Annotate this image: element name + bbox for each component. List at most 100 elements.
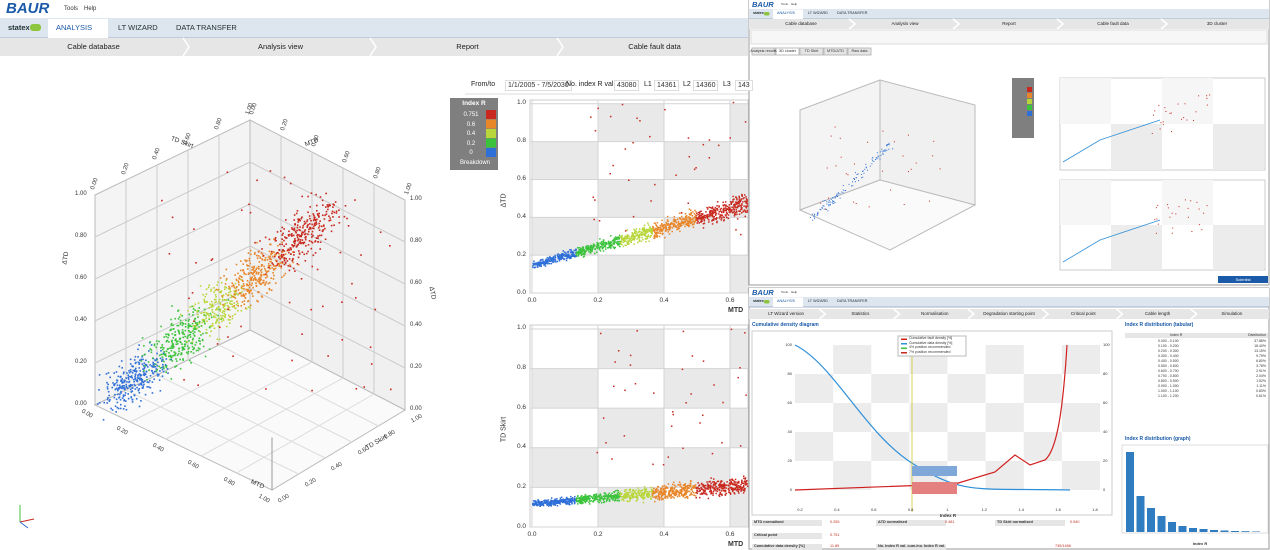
cloud-point <box>203 320 205 323</box>
cloud-point <box>535 500 537 503</box>
outlier-point <box>240 209 243 211</box>
tab[interactable]: DATA TRANSFER <box>837 299 868 303</box>
cloud-point <box>283 259 286 262</box>
step[interactable]: Critical point <box>1070 310 1096 316</box>
cloud-point <box>281 276 283 278</box>
subtab-label[interactable]: TD Skirt <box>804 48 819 53</box>
cloud-point <box>711 223 714 225</box>
cloud-point <box>243 271 245 274</box>
tab[interactable]: statex <box>753 11 764 15</box>
graph-frame <box>1121 444 1269 534</box>
step[interactable]: Cable database <box>785 20 817 26</box>
cloud-point <box>182 336 184 339</box>
step[interactable]: Statistics <box>851 310 870 316</box>
tab[interactable]: DATA TRANSFER <box>176 23 237 32</box>
cloud-point <box>735 484 737 487</box>
menu-item[interactable]: Tools <box>781 2 789 6</box>
tab[interactable]: LT WIZARD <box>808 299 828 303</box>
step[interactable]: Report <box>1002 20 1016 26</box>
cloud-point <box>532 503 535 505</box>
cloud-point <box>741 203 743 205</box>
cloud-point <box>147 361 150 363</box>
step[interactable]: Report <box>456 42 479 52</box>
step[interactable]: Cable database <box>67 42 120 52</box>
cloud-point <box>245 293 247 295</box>
menu-item[interactable]: Tools <box>781 290 789 294</box>
wall-grid <box>249 203 406 285</box>
step[interactable]: Cable fault data <box>1097 20 1129 26</box>
cloud-point <box>552 258 555 260</box>
cloud-point <box>268 287 271 290</box>
legend-swatch <box>486 138 496 148</box>
step[interactable]: 3D cluster <box>1206 20 1228 26</box>
subtab-label[interactable]: MTD/ΔTD <box>827 48 844 53</box>
cloud-point <box>270 277 273 280</box>
cloud-point <box>680 489 682 492</box>
step[interactable]: Normalisation <box>920 310 949 316</box>
step[interactable]: Cable fault data <box>628 42 681 52</box>
filter-value: 1/1/2005 - 7/5/2030 <box>505 80 572 91</box>
cloud-point <box>538 265 541 267</box>
cloud-point <box>331 210 334 213</box>
cloud-point <box>137 377 140 379</box>
cloud-point <box>567 499 569 501</box>
outlier-point <box>868 206 870 208</box>
cloud-point <box>673 218 675 220</box>
cloud-point <box>680 491 683 494</box>
menu-item[interactable]: Help <box>791 290 798 294</box>
step-bar <box>0 38 748 56</box>
cloud-point <box>744 477 747 479</box>
title-bar <box>0 0 748 18</box>
menu-item[interactable]: Help <box>791 2 798 6</box>
cloud-point <box>537 500 539 502</box>
cloud-point <box>326 204 329 206</box>
cloud-point <box>714 214 717 216</box>
cloud-point <box>720 217 723 220</box>
step-separator <box>556 37 564 57</box>
cloud-point <box>667 483 670 485</box>
tab[interactable]: ANALYSIS <box>777 11 796 15</box>
cloud-point <box>573 249 576 252</box>
subtab-label[interactable]: Raw data <box>851 48 868 53</box>
cloud-point <box>159 367 162 369</box>
cloud-point <box>841 191 843 193</box>
cloud-point <box>203 321 206 324</box>
step[interactable]: Cable length <box>1144 310 1171 316</box>
tab[interactable]: statex <box>8 23 30 32</box>
cloud-point <box>691 490 694 493</box>
cloud-point <box>631 493 634 496</box>
tab[interactable]: DATA TRANSFER <box>837 11 868 15</box>
button[interactable] <box>1218 276 1268 283</box>
menu-item[interactable]: Help <box>84 6 97 12</box>
step[interactable]: Analysis view <box>891 20 919 26</box>
step[interactable]: LT Wizard version <box>768 310 805 316</box>
subtab-label[interactable]: 3D cluster <box>778 48 797 53</box>
y-tick-label: 0.6 <box>516 174 526 182</box>
cloud-point <box>642 228 644 231</box>
tab[interactable]: statex <box>753 299 764 303</box>
tab[interactable]: ANALYSIS <box>56 23 93 32</box>
subtab-label[interactable]: Analysis results <box>750 48 777 53</box>
cloud-point <box>298 234 300 236</box>
cloud-point <box>648 230 651 232</box>
cloud-point <box>118 384 121 387</box>
cloud-point <box>662 226 664 228</box>
step[interactable]: Degradation starting point <box>983 310 1035 316</box>
step[interactable]: Simulation <box>1221 310 1243 316</box>
cloud-point <box>702 213 704 215</box>
tab[interactable]: LT WIZARD <box>118 23 158 32</box>
cloud-point <box>272 271 274 274</box>
cloud-point <box>107 390 110 393</box>
cloud-point <box>184 326 187 328</box>
cloud-point <box>162 347 165 349</box>
menu-item[interactable]: Tools <box>64 6 79 12</box>
cloud-point <box>292 245 295 248</box>
tab[interactable]: ANALYSIS <box>777 299 796 303</box>
step[interactable]: Analysis view <box>257 42 304 52</box>
cloud-point <box>182 332 184 335</box>
cloud-point <box>191 342 194 345</box>
cloud-point <box>671 492 673 494</box>
button-label[interactable]: Scientist <box>1235 276 1251 282</box>
cloud-point <box>591 246 594 248</box>
tab[interactable]: LT WIZARD <box>808 11 828 15</box>
